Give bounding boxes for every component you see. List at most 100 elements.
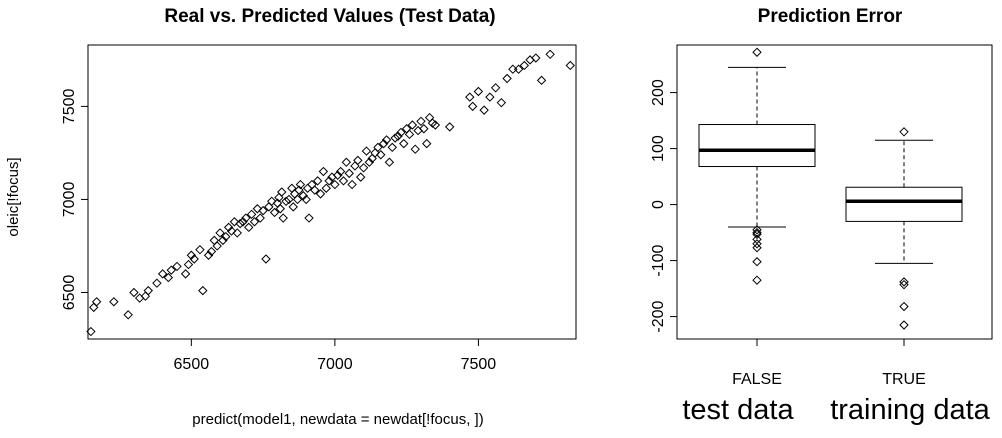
scatter-point xyxy=(198,285,208,296)
scatter-point xyxy=(341,157,352,167)
scatter-point xyxy=(189,254,199,264)
scatter-point xyxy=(281,196,291,207)
scatter-y-tick-label: 7500 xyxy=(61,89,78,125)
scatter-point xyxy=(284,194,294,205)
scatter-point xyxy=(163,272,174,283)
scatter-point xyxy=(304,213,314,223)
scatter-point xyxy=(330,179,340,190)
scatter-point xyxy=(288,202,298,212)
scatter-point xyxy=(333,170,343,180)
scatter-plot-box xyxy=(87,44,577,340)
box-outlier xyxy=(899,320,909,330)
scatter-point xyxy=(384,157,395,167)
scatter-point xyxy=(407,120,418,130)
scatter-point xyxy=(275,204,286,214)
boxplot-y-axis: -200 -100 0 100 200 xyxy=(650,79,677,333)
scatter-point xyxy=(485,92,495,102)
scatter-point xyxy=(183,259,194,270)
scatter-point xyxy=(226,226,237,236)
scatter-point xyxy=(419,124,429,134)
scatter-point xyxy=(215,228,225,238)
scatter-point xyxy=(444,122,455,132)
scatter-point xyxy=(422,138,432,149)
scatter-point xyxy=(361,146,372,156)
box-outlier xyxy=(899,301,909,312)
scatter-point xyxy=(373,142,383,153)
scatter-point xyxy=(223,222,234,233)
scatter-point xyxy=(364,157,375,167)
box-category-false: FALSE xyxy=(732,371,782,388)
scatter-point xyxy=(109,297,119,307)
scatter-point xyxy=(302,183,313,193)
scatter-point xyxy=(424,112,435,123)
boxplot-y-tick-label: 0 xyxy=(650,200,667,209)
scatter-point xyxy=(172,261,182,272)
scatter-point xyxy=(465,92,475,102)
scatter-y-label: oleic[!focus] xyxy=(5,157,22,236)
scatter-point xyxy=(467,101,478,112)
scatter-point xyxy=(287,183,297,193)
box-outlier xyxy=(752,243,762,253)
scatter-point xyxy=(410,144,420,154)
scatter-point xyxy=(289,189,300,199)
scatter-point xyxy=(490,83,501,93)
box-outlier xyxy=(752,227,762,238)
scatter-point xyxy=(206,246,217,257)
scatter-point xyxy=(252,204,263,214)
scatter-point xyxy=(321,183,331,193)
boxplot-y-tick-label: -200 xyxy=(650,300,667,332)
scatter-point xyxy=(294,185,304,195)
scatter-point xyxy=(241,213,251,223)
scatter-point xyxy=(358,163,369,173)
boxplot-y-tick-label: -100 xyxy=(650,244,667,276)
scatter-point xyxy=(246,209,257,220)
scatter-x-tick-label: 7500 xyxy=(461,356,497,373)
scatter-point xyxy=(496,97,507,108)
scatter-x-tick-label: 6500 xyxy=(174,356,210,373)
scatter-point xyxy=(473,86,484,97)
scatter-point xyxy=(129,287,139,298)
box-outlier xyxy=(899,277,909,287)
boxplot-title: Prediction Error xyxy=(758,6,903,27)
scatter-point xyxy=(292,194,303,205)
scatter-point xyxy=(269,207,280,218)
scatter-point xyxy=(531,53,541,63)
box-outlier xyxy=(752,275,762,285)
scatter-point xyxy=(166,265,176,275)
scatter-point xyxy=(261,254,271,264)
box-iqr xyxy=(698,124,816,168)
box-outlier xyxy=(752,257,762,267)
boxplot-y-tick-label: 200 xyxy=(650,79,667,106)
scatter-point xyxy=(376,150,386,160)
scatter-point xyxy=(353,155,363,166)
scatter-point xyxy=(338,176,349,186)
scatter-point xyxy=(315,189,326,199)
box-outlier xyxy=(752,225,762,235)
scatter-point xyxy=(355,172,366,182)
scatter-point xyxy=(479,105,489,115)
scatter-point xyxy=(344,168,354,179)
scatter-points xyxy=(86,49,575,337)
scatter-point xyxy=(393,131,403,141)
scatter-point xyxy=(203,250,214,260)
scatter-point xyxy=(318,166,329,177)
scatter-point xyxy=(545,49,555,60)
scatter-point xyxy=(519,60,530,71)
scatter-point xyxy=(378,138,389,149)
scatter-point xyxy=(232,228,242,238)
scatter-point xyxy=(277,187,287,197)
scatter-point xyxy=(152,278,162,288)
scatter-point xyxy=(350,161,360,171)
scatter-point xyxy=(430,120,441,130)
scatter-point xyxy=(295,179,306,190)
scatter-point xyxy=(387,142,397,153)
boxplot-boxes xyxy=(698,47,963,346)
annotation-test-data: test data xyxy=(682,394,794,426)
scatter-point xyxy=(255,213,265,223)
scatter-point xyxy=(86,326,96,337)
scatter-point xyxy=(312,176,323,186)
scatter-point xyxy=(235,218,245,229)
scatter-point xyxy=(278,213,288,223)
box-outlier xyxy=(752,47,762,57)
